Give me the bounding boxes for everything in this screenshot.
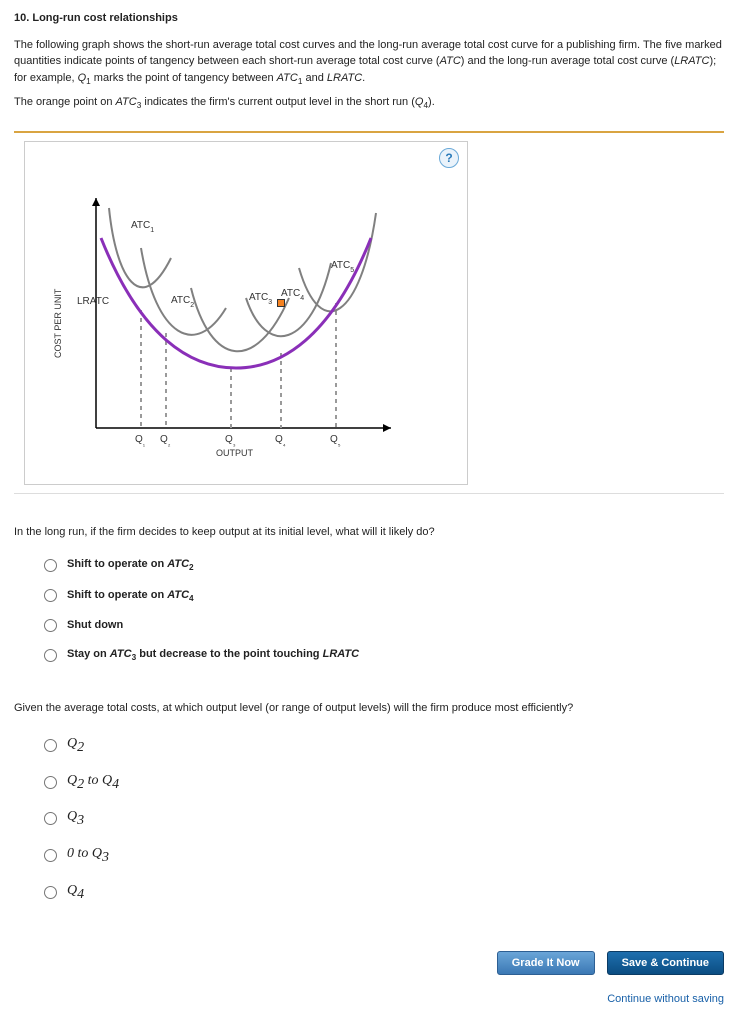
option-label: Shift to operate on ATC2	[67, 556, 194, 575]
chart-container: ? COST PER UNIT OUTPUT Q₁ Q₂ Q₃ Q₄ Q₅ LRATC ATC1…	[24, 141, 468, 485]
option-label: Q2	[67, 733, 84, 758]
option[interactable]: Stay on ATC3 but decrease to the point t…	[44, 640, 724, 671]
radio-input[interactable]	[44, 886, 57, 899]
radio-input[interactable]	[44, 739, 57, 752]
svg-text:Q₃: Q₃	[225, 434, 236, 448]
part2-options: Q2 Q2 to Q4 Q3 0 to Q3 Q4	[44, 727, 724, 911]
svg-text:ATC2: ATC2	[171, 295, 194, 309]
option-label: Q2 to Q4	[67, 770, 119, 795]
svg-text:COST PER UNIT: COST PER UNIT	[53, 288, 63, 358]
option[interactable]: Q2 to Q4	[44, 764, 724, 801]
part2-prompt: Given the average total costs, at which …	[14, 700, 724, 717]
radio-input[interactable]	[44, 619, 57, 632]
grade-button[interactable]: Grade It Now	[497, 951, 595, 975]
svg-text:Q₁: Q₁	[135, 434, 146, 448]
option[interactable]: Q3	[44, 800, 724, 837]
svg-text:Q₂: Q₂	[160, 434, 171, 448]
option[interactable]: Shift to operate on ATC4	[44, 581, 724, 612]
option[interactable]: Q2	[44, 727, 724, 764]
question-prompt: The following graph shows the short-run …	[14, 37, 724, 113]
option-label: Q3	[67, 806, 84, 831]
svg-text:ATC3: ATC3	[249, 292, 272, 306]
option[interactable]: 0 to Q3	[44, 837, 724, 874]
help-icon[interactable]: ?	[439, 148, 459, 168]
divider-accent	[14, 131, 724, 133]
svg-text:OUTPUT: OUTPUT	[216, 448, 254, 458]
radio-input[interactable]	[44, 776, 57, 789]
svg-text:ATC1: ATC1	[131, 220, 154, 234]
option-label: Stay on ATC3 but decrease to the point t…	[67, 646, 359, 665]
continue-link[interactable]: Continue without saving	[14, 991, 724, 1008]
save-continue-button[interactable]: Save & Continue	[607, 951, 724, 975]
radio-input[interactable]	[44, 649, 57, 662]
radio-input[interactable]	[44, 559, 57, 572]
question-title: 10. Long-run cost relationships	[14, 10, 724, 27]
option-label: Q4	[67, 880, 84, 905]
svg-text:ATC5: ATC5	[331, 260, 354, 274]
svg-text:Q₅: Q₅	[330, 434, 341, 448]
part1-prompt: In the long run, if the firm decides to …	[14, 524, 724, 541]
option[interactable]: Q4	[44, 874, 724, 911]
option-label: Shut down	[67, 617, 123, 634]
option-label: Shift to operate on ATC4	[67, 587, 194, 606]
svg-text:LRATC: LRATC	[77, 296, 109, 307]
radio-input[interactable]	[44, 849, 57, 862]
divider-light	[14, 493, 724, 494]
footer: Grade It Now Save & Continue Continue wi…	[14, 951, 724, 1008]
radio-input[interactable]	[44, 589, 57, 602]
option[interactable]: Shut down	[44, 611, 724, 640]
option[interactable]: Shift to operate on ATC2	[44, 550, 724, 581]
svg-text:Q₄: Q₄	[275, 434, 286, 448]
cost-chart: COST PER UNIT OUTPUT Q₁ Q₂ Q₃ Q₄ Q₅ LRATC ATC1 AT…	[31, 148, 451, 478]
option-label: 0 to Q3	[67, 843, 109, 868]
part1-options: Shift to operate on ATC2 Shift to operate…	[44, 550, 724, 670]
radio-input[interactable]	[44, 812, 57, 825]
